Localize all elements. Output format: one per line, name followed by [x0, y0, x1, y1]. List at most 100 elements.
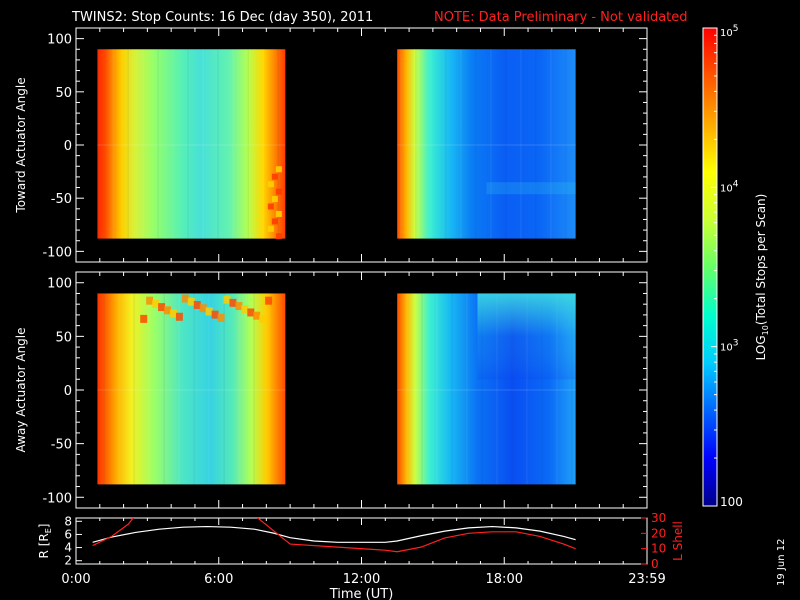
heatmap-streak — [565, 49, 567, 239]
heatmap-streak — [127, 49, 129, 239]
y-tick-label: 8 — [64, 514, 72, 528]
noise-pixel — [265, 296, 273, 305]
noise-pixel — [271, 218, 278, 225]
y-tick-label: -100 — [42, 491, 72, 506]
colorbar-label: LOG10(Total Stops per Scan) — [754, 194, 770, 361]
y-tick-label: 100 — [47, 277, 72, 292]
heatmap-streak — [490, 49, 492, 239]
preliminary-note: NOTE: Data Preliminary - Not validated — [434, 10, 688, 25]
zero-angle-band — [97, 144, 286, 146]
radius-series-line — [92, 525, 576, 543]
x-tick-label: 18:00 — [486, 572, 523, 587]
right-tick-label: 10 — [651, 542, 666, 556]
figure-title: TWINS2: Stop Counts: 16 Dec (day 350), 2… — [71, 10, 373, 25]
heatmap-streak — [163, 293, 165, 485]
y-tick-label: 0 — [64, 139, 72, 154]
noise-pixel — [217, 313, 225, 322]
y-tick-label: 50 — [55, 86, 72, 101]
heatmap-streak — [133, 293, 135, 485]
right-tick-label: 30 — [651, 511, 666, 525]
noise-pixel — [193, 300, 201, 309]
away-angle-panel: 100 50 0 -50 -100 Away Actuator Angle — [14, 271, 648, 509]
noise-pixel — [271, 173, 278, 180]
heatmap-streak — [571, 293, 573, 485]
y-axis-label: Away Actuator Angle — [14, 327, 28, 452]
heatmap-streak — [496, 293, 498, 485]
x-tick-label: 12:00 — [343, 572, 380, 587]
noise-pixel — [275, 166, 282, 173]
right-tick-label: 0 — [651, 557, 659, 571]
y-tick-label: 0 — [64, 384, 72, 399]
heatmap-streak — [505, 49, 507, 239]
right-axis-label: L Shell — [671, 521, 685, 561]
zero-angle-band — [97, 389, 286, 391]
heatmap-streak — [550, 49, 552, 239]
heatmap-streak — [526, 293, 528, 485]
heatmap-streak — [217, 49, 219, 239]
zero-angle-band — [397, 389, 576, 391]
noise-pixel — [271, 196, 278, 203]
left-axis-label: R [RE] — [37, 524, 53, 559]
noise-pixel — [275, 233, 282, 240]
heatmap-streak — [253, 293, 255, 485]
y-axis-label: Toward Actuator Angle — [14, 77, 28, 213]
heatmap-streak — [400, 49, 402, 239]
noise-pixel — [275, 188, 282, 195]
heatmap-streak — [466, 293, 468, 485]
high-count-region — [477, 293, 576, 380]
heatmap-streak — [541, 293, 543, 485]
heatmap-streak — [277, 49, 279, 239]
noise-pixel — [275, 210, 282, 217]
heatmap-streak — [556, 293, 558, 485]
heatmap-streak — [460, 49, 462, 239]
x-tick-label: 23:59 — [628, 572, 665, 587]
heatmap-streak — [148, 293, 150, 485]
noise-pixel — [205, 307, 213, 316]
heatmap-streak — [97, 49, 99, 239]
x-axis-label: Time (UT) — [329, 587, 394, 600]
heatmap-streak — [430, 49, 432, 239]
noise-pixel — [164, 306, 171, 315]
heatmap-streak — [112, 49, 114, 239]
heatmap-streak — [406, 293, 408, 485]
y-tick-label: -100 — [42, 245, 72, 260]
colorbar: 100 103 104 105 LOG10(Total Stops per Scan) — [702, 24, 770, 509]
y-tick-label: -50 — [51, 192, 72, 207]
heatmap-streak — [451, 293, 453, 485]
heatmap-streak — [535, 49, 537, 239]
noise-pixel — [169, 309, 177, 318]
heatmap-block — [397, 49, 576, 239]
heatmap-streak — [421, 293, 423, 485]
lshell-series-line — [92, 518, 576, 553]
heatmap-streak — [481, 293, 483, 485]
heatmap-block — [97, 293, 286, 485]
y-tick-label: 2 — [64, 554, 72, 568]
heatmap-streak — [415, 49, 417, 239]
heatmap-streak — [475, 49, 477, 239]
y-tick-label: -50 — [51, 438, 72, 453]
colorbar-tick-label: 104 — [720, 179, 739, 194]
noise-pixel — [158, 303, 166, 312]
toward-angle-panel: 100 50 0 -50 -100 Toward Actuator Angle — [14, 27, 648, 263]
heatmap-streak — [223, 293, 225, 485]
noise-pixel — [223, 295, 231, 304]
x-tick-label: 0:00 — [61, 572, 90, 587]
noise-pixel — [146, 296, 154, 305]
colorbar-tick-label: 105 — [720, 24, 738, 39]
noise-pixel — [235, 302, 243, 311]
heatmap-block — [97, 49, 286, 239]
noise-pixel — [175, 312, 183, 321]
heatmap-streak — [262, 49, 264, 239]
noise-pixel — [247, 308, 255, 317]
y-tick-label: 100 — [47, 33, 72, 48]
heatmap-streak — [445, 49, 447, 239]
noise-pixel — [259, 314, 267, 323]
noise-pixel — [241, 305, 249, 314]
x-tick-label: 6:00 — [204, 572, 233, 587]
noise-pixel — [253, 311, 261, 320]
heatmap-streak — [232, 49, 234, 239]
colorbar-tick-label: 103 — [720, 339, 738, 354]
date-stamp: 19 Jun 12 — [776, 539, 787, 586]
